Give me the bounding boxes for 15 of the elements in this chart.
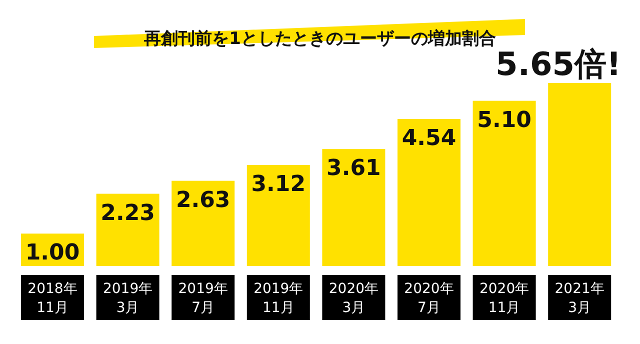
data-label: 1.00 [25, 240, 80, 266]
data-label: 3.61 [326, 156, 381, 182]
data-label: 4.54 [402, 126, 456, 151]
x-tick-label: 2019年 7月 [178, 281, 228, 316]
x-tick-label: 2021年 3月 [554, 281, 604, 316]
data-label: 5.10 [477, 108, 532, 133]
x-tick-label: 2020年 7月 [404, 281, 454, 316]
x-tick-label: 2020年 3月 [328, 281, 379, 316]
x-tick-label: 2018年 11月 [28, 281, 78, 316]
data-label: 3.12 [251, 172, 306, 197]
x-tick-label: 2019年 11月 [254, 281, 304, 316]
x-tick-label: 2019年 3月 [102, 281, 153, 316]
data-label: 2.23 [100, 200, 155, 226]
data-label: 2.63 [176, 188, 230, 213]
x-tick-label: 2020年 11月 [479, 281, 530, 316]
